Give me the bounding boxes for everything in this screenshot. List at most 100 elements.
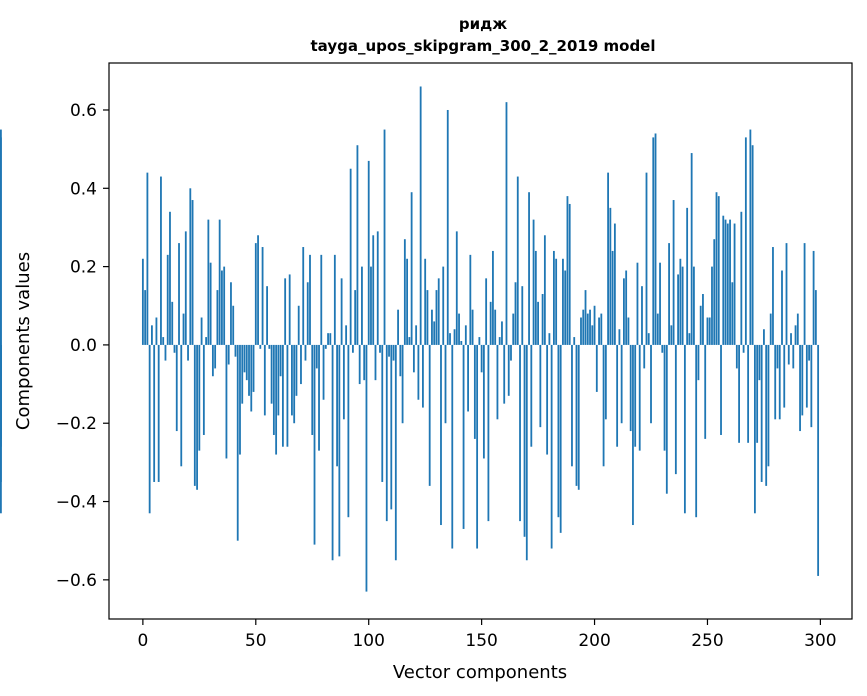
bar	[467, 344, 469, 412]
bar	[141, 258, 144, 345]
bar	[392, 344, 395, 361]
bar	[492, 250, 494, 345]
bar	[259, 344, 262, 349]
bar	[250, 344, 253, 412]
bar	[349, 168, 352, 345]
bar	[200, 317, 203, 345]
y-tick-label: 0.6	[70, 101, 97, 121]
bar	[372, 235, 375, 345]
bar	[794, 325, 797, 345]
bar	[625, 270, 628, 345]
bar	[381, 344, 384, 482]
bar	[232, 305, 235, 345]
bar	[485, 278, 488, 345]
bar	[530, 344, 533, 447]
bar	[598, 317, 600, 345]
bar	[193, 344, 196, 486]
bar	[566, 196, 569, 345]
bar	[453, 329, 456, 345]
bar	[501, 321, 503, 345]
bar	[223, 266, 226, 345]
bar	[620, 344, 623, 424]
bar	[198, 344, 201, 451]
bar	[266, 286, 268, 345]
bar	[415, 325, 418, 345]
bar	[367, 160, 370, 345]
bar	[324, 344, 327, 349]
x-tick-label: 250	[691, 631, 723, 651]
bar	[753, 344, 756, 514]
bar	[726, 223, 729, 345]
bar	[812, 250, 815, 345]
bar	[528, 192, 530, 345]
bar	[164, 344, 167, 361]
bar	[225, 344, 228, 459]
bar	[236, 344, 239, 541]
bar	[487, 344, 490, 522]
bar	[573, 337, 576, 345]
bar	[347, 344, 350, 518]
bar	[0, 344, 2, 482]
bar	[571, 344, 573, 467]
y-tick-label: −0.4	[56, 493, 97, 513]
bar	[309, 254, 311, 345]
bar	[157, 344, 160, 482]
bar	[776, 344, 779, 369]
bar	[503, 344, 506, 404]
bar	[388, 344, 390, 357]
bar	[340, 278, 343, 345]
bar	[763, 329, 765, 345]
bar	[496, 344, 499, 420]
bar	[690, 153, 693, 345]
x-tick-label: 50	[245, 631, 267, 651]
bar	[478, 337, 481, 345]
bar	[731, 282, 734, 345]
bar	[342, 344, 345, 420]
bar	[810, 344, 813, 428]
bar	[774, 344, 777, 420]
chart-title-line-2: tayga_upos_skipgram_300_2_2019 model	[311, 37, 656, 55]
bar	[758, 344, 761, 381]
x-axis-ticks: 0 50 100 150 200 250 300	[137, 619, 837, 651]
bar	[514, 282, 517, 345]
bar	[751, 145, 754, 345]
bar	[257, 235, 259, 345]
bar	[440, 344, 442, 526]
bar	[580, 317, 582, 345]
bar	[444, 344, 447, 424]
y-tick-label: 0.2	[70, 258, 97, 278]
bar	[209, 262, 212, 345]
bar	[552, 250, 555, 345]
bar	[790, 333, 792, 345]
bar	[408, 337, 411, 345]
bar	[191, 200, 194, 345]
bar	[329, 333, 332, 345]
bar	[713, 239, 716, 345]
bar	[659, 262, 661, 345]
bar	[318, 344, 320, 451]
bar	[521, 286, 524, 345]
bar	[214, 344, 217, 369]
bar	[178, 243, 180, 345]
bar	[148, 344, 151, 514]
bar	[338, 344, 341, 557]
bar	[638, 344, 641, 451]
bar	[539, 344, 542, 428]
bar	[383, 129, 386, 345]
bar	[781, 270, 783, 345]
bar	[451, 344, 454, 549]
bar	[320, 254, 323, 345]
bar	[663, 344, 666, 451]
x-tick-label: 300	[804, 631, 836, 651]
y-axis-label: Components values	[13, 252, 34, 430]
bar	[146, 172, 149, 345]
bar	[462, 344, 465, 529]
bar	[279, 344, 282, 377]
bar	[297, 305, 300, 345]
bar	[607, 172, 609, 345]
bar	[801, 344, 804, 416]
bar	[403, 239, 406, 345]
bar	[422, 344, 424, 408]
